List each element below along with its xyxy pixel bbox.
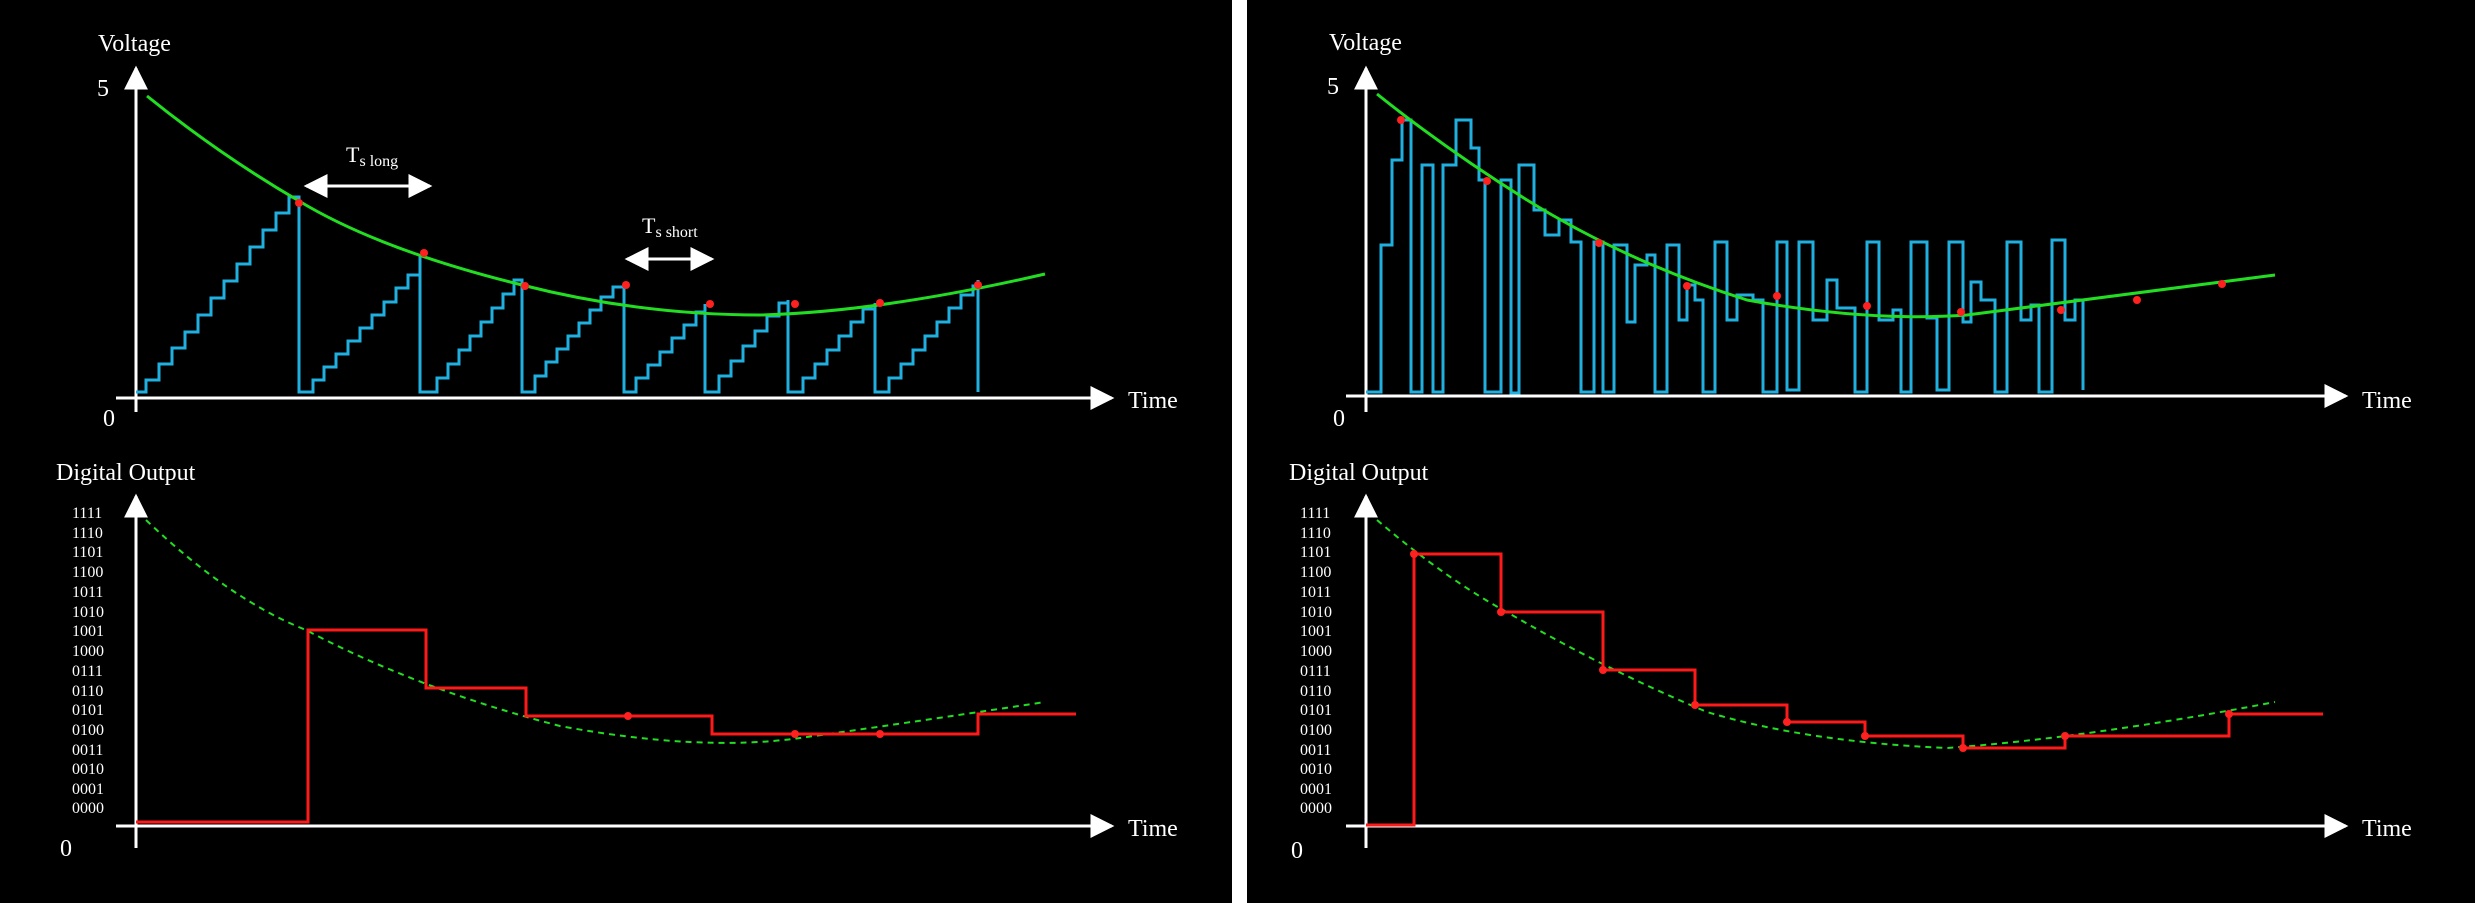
- code-label: 0110: [1300, 683, 1331, 700]
- code-label: 0010: [1300, 761, 1332, 778]
- sample-point: [420, 249, 428, 257]
- code-label: 1001: [72, 623, 104, 640]
- code-label: 0001: [1300, 781, 1332, 798]
- code-label: 0011: [72, 742, 103, 759]
- sample-point: [622, 281, 630, 289]
- time-axis-title: Time: [1128, 388, 1178, 414]
- output-point: [624, 712, 632, 720]
- code-label: 1010: [1300, 604, 1332, 621]
- sample-point: [2133, 296, 2141, 304]
- voltage-axis-title: Voltage: [1329, 30, 1402, 56]
- code-label: 1000: [72, 643, 104, 660]
- code-label: 1110: [1300, 525, 1331, 542]
- code-label: 1110: [72, 525, 103, 542]
- code-label: 0011: [1300, 742, 1331, 759]
- ts-long-label: Ts long: [346, 142, 398, 170]
- output-point: [1861, 732, 1869, 740]
- output-point: [1691, 701, 1699, 709]
- voltage-max-label: 5: [97, 76, 109, 102]
- sample-point: [1773, 292, 1781, 300]
- output-point: [1959, 744, 1967, 752]
- output-point: [1599, 666, 1607, 674]
- output-point: [1497, 608, 1505, 616]
- code-label: 1010: [72, 604, 104, 621]
- voltage-max-label: 5: [1327, 74, 1339, 100]
- sample-point: [2057, 306, 2065, 314]
- voltage-axis-title: Voltage: [98, 31, 171, 57]
- digital-output-step: [136, 628, 1076, 824]
- code-label: 0101: [1300, 702, 1332, 719]
- analog-signal-curve: [146, 94, 1046, 317]
- code-label: 0111: [1300, 663, 1331, 680]
- digital-time-axis-title: Time: [1128, 816, 1178, 842]
- sample-point: [2218, 280, 2226, 288]
- code-label: 1011: [1300, 584, 1331, 601]
- digital-axis-title: Digital Output: [56, 460, 196, 486]
- analog-reference-dashed: [1376, 519, 2276, 750]
- sar-waveform: [1366, 118, 2085, 395]
- right-diagram: Voltage 5 0 Time Digital Output 0 Time 1…: [1289, 30, 2412, 864]
- staircase-waveform: [136, 195, 980, 394]
- code-label: 0111: [72, 663, 103, 680]
- output-sample-points: [1410, 550, 2233, 752]
- sample-points: [1397, 116, 2226, 316]
- code-label: 0110: [72, 683, 103, 700]
- output-point: [791, 730, 799, 738]
- output-point: [1410, 550, 1418, 558]
- sample-point: [706, 300, 714, 308]
- code-label: 0001: [72, 781, 104, 798]
- sample-point: [1595, 239, 1603, 247]
- digital-output-step: [1366, 552, 2323, 827]
- code-label: 1001: [1300, 623, 1332, 640]
- code-label: 1101: [1300, 544, 1331, 561]
- sample-point: [1683, 282, 1691, 290]
- ts-short-label: Ts short: [642, 213, 698, 241]
- analog-reference-dashed: [145, 519, 1046, 744]
- sample-point: [1863, 302, 1871, 310]
- digital-axis-title: Digital Output: [1289, 460, 1429, 486]
- code-label: 0000: [1300, 800, 1332, 817]
- output-point: [2225, 710, 2233, 718]
- left-panel: Voltage 5 0 Time Ts long Ts short Digital …: [0, 0, 1232, 903]
- code-label: 0100: [1300, 722, 1332, 739]
- digital-origin-label: 0: [60, 836, 72, 862]
- output-point: [876, 730, 884, 738]
- code-label: 0100: [72, 722, 104, 739]
- code-label: 0101: [72, 702, 104, 719]
- right-panel: Voltage 5 0 Time Digital Output 0 Time 1…: [1247, 0, 2475, 903]
- analog-signal-curve: [1376, 92, 2276, 319]
- code-label: 1111: [72, 505, 102, 522]
- time-axis-title: Time: [2362, 388, 2412, 414]
- voltage-origin-label: 0: [103, 406, 115, 432]
- sample-point: [295, 199, 303, 207]
- sample-point: [1397, 116, 1405, 124]
- output-point: [2061, 732, 2069, 740]
- sample-point: [974, 281, 982, 289]
- code-label: 1011: [72, 584, 103, 601]
- voltage-origin-label: 0: [1333, 406, 1345, 432]
- sample-point: [791, 300, 799, 308]
- code-label: 1101: [72, 544, 103, 561]
- code-labels: 1111 1110 1101 1100 1011 1010 1001 1000 …: [72, 505, 104, 817]
- code-label: 1111: [1300, 505, 1330, 522]
- code-label: 0010: [72, 761, 104, 778]
- output-point: [1783, 718, 1791, 726]
- sample-point: [876, 299, 884, 307]
- sample-points: [295, 199, 982, 308]
- digital-time-axis-title: Time: [2362, 816, 2412, 842]
- code-label: 1100: [72, 564, 103, 581]
- sample-point: [1483, 177, 1491, 185]
- code-labels: 1111 1110 1101 1100 1011 1010 1001 1000 …: [1300, 505, 1332, 817]
- sample-point: [521, 282, 529, 290]
- output-sample-points: [624, 712, 884, 738]
- code-label: 1100: [1300, 564, 1331, 581]
- digital-origin-label: 0: [1291, 838, 1303, 864]
- sample-point: [1957, 308, 1965, 316]
- left-diagram: Voltage 5 0 Time Ts long Ts short Digital …: [56, 31, 1178, 862]
- code-label: 0000: [72, 800, 104, 817]
- code-label: 1000: [1300, 643, 1332, 660]
